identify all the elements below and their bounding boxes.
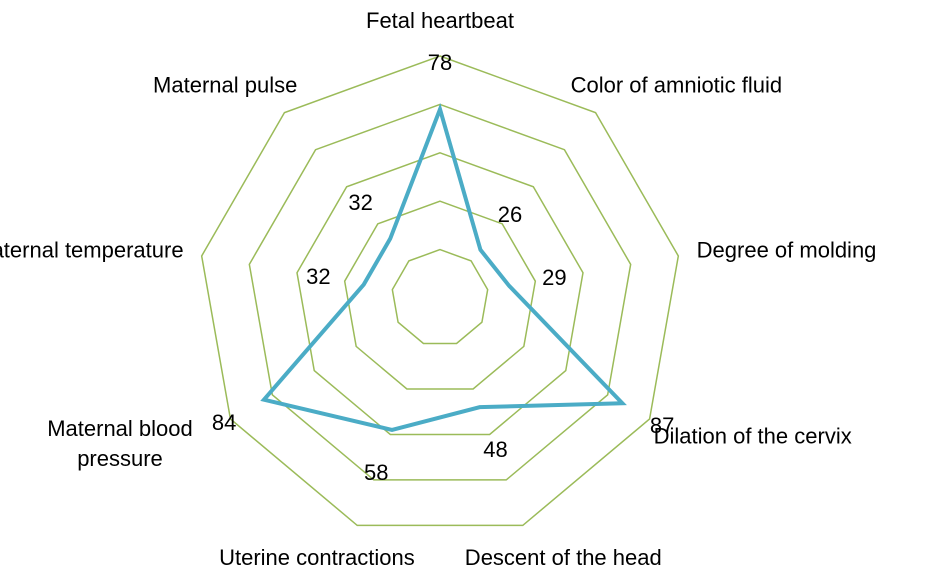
data-label: 87 bbox=[649, 413, 675, 439]
grid-ring bbox=[391, 248, 489, 345]
category-label: Maternal pulse bbox=[153, 72, 298, 98]
series-line bbox=[260, 102, 627, 432]
data-label: 48 bbox=[483, 437, 508, 463]
category-label: Descent of the head bbox=[464, 545, 662, 571]
grid-ring bbox=[200, 55, 680, 527]
data-label: 84 bbox=[211, 409, 237, 435]
data-label: 29 bbox=[542, 264, 567, 290]
category-label: Dilation of the cervix bbox=[653, 423, 852, 449]
grid-ring bbox=[248, 103, 632, 481]
category-label: Degree of molding bbox=[696, 236, 877, 262]
grid-ring bbox=[343, 200, 537, 390]
category-label: Maternal temperature bbox=[0, 236, 184, 262]
category-label: Color of amniotic fluid bbox=[570, 72, 783, 98]
category-label: Maternal blood pressure bbox=[47, 416, 193, 471]
category-label: Uterine contractions bbox=[219, 545, 415, 571]
data-label: 26 bbox=[497, 201, 523, 227]
category-label: Fetal heartbeat bbox=[366, 8, 514, 33]
data-label: 32 bbox=[348, 190, 373, 216]
grid-ring bbox=[296, 152, 584, 436]
data-label: 32 bbox=[306, 263, 331, 289]
data-label: 78 bbox=[427, 50, 453, 76]
data-label: 58 bbox=[364, 460, 389, 486]
